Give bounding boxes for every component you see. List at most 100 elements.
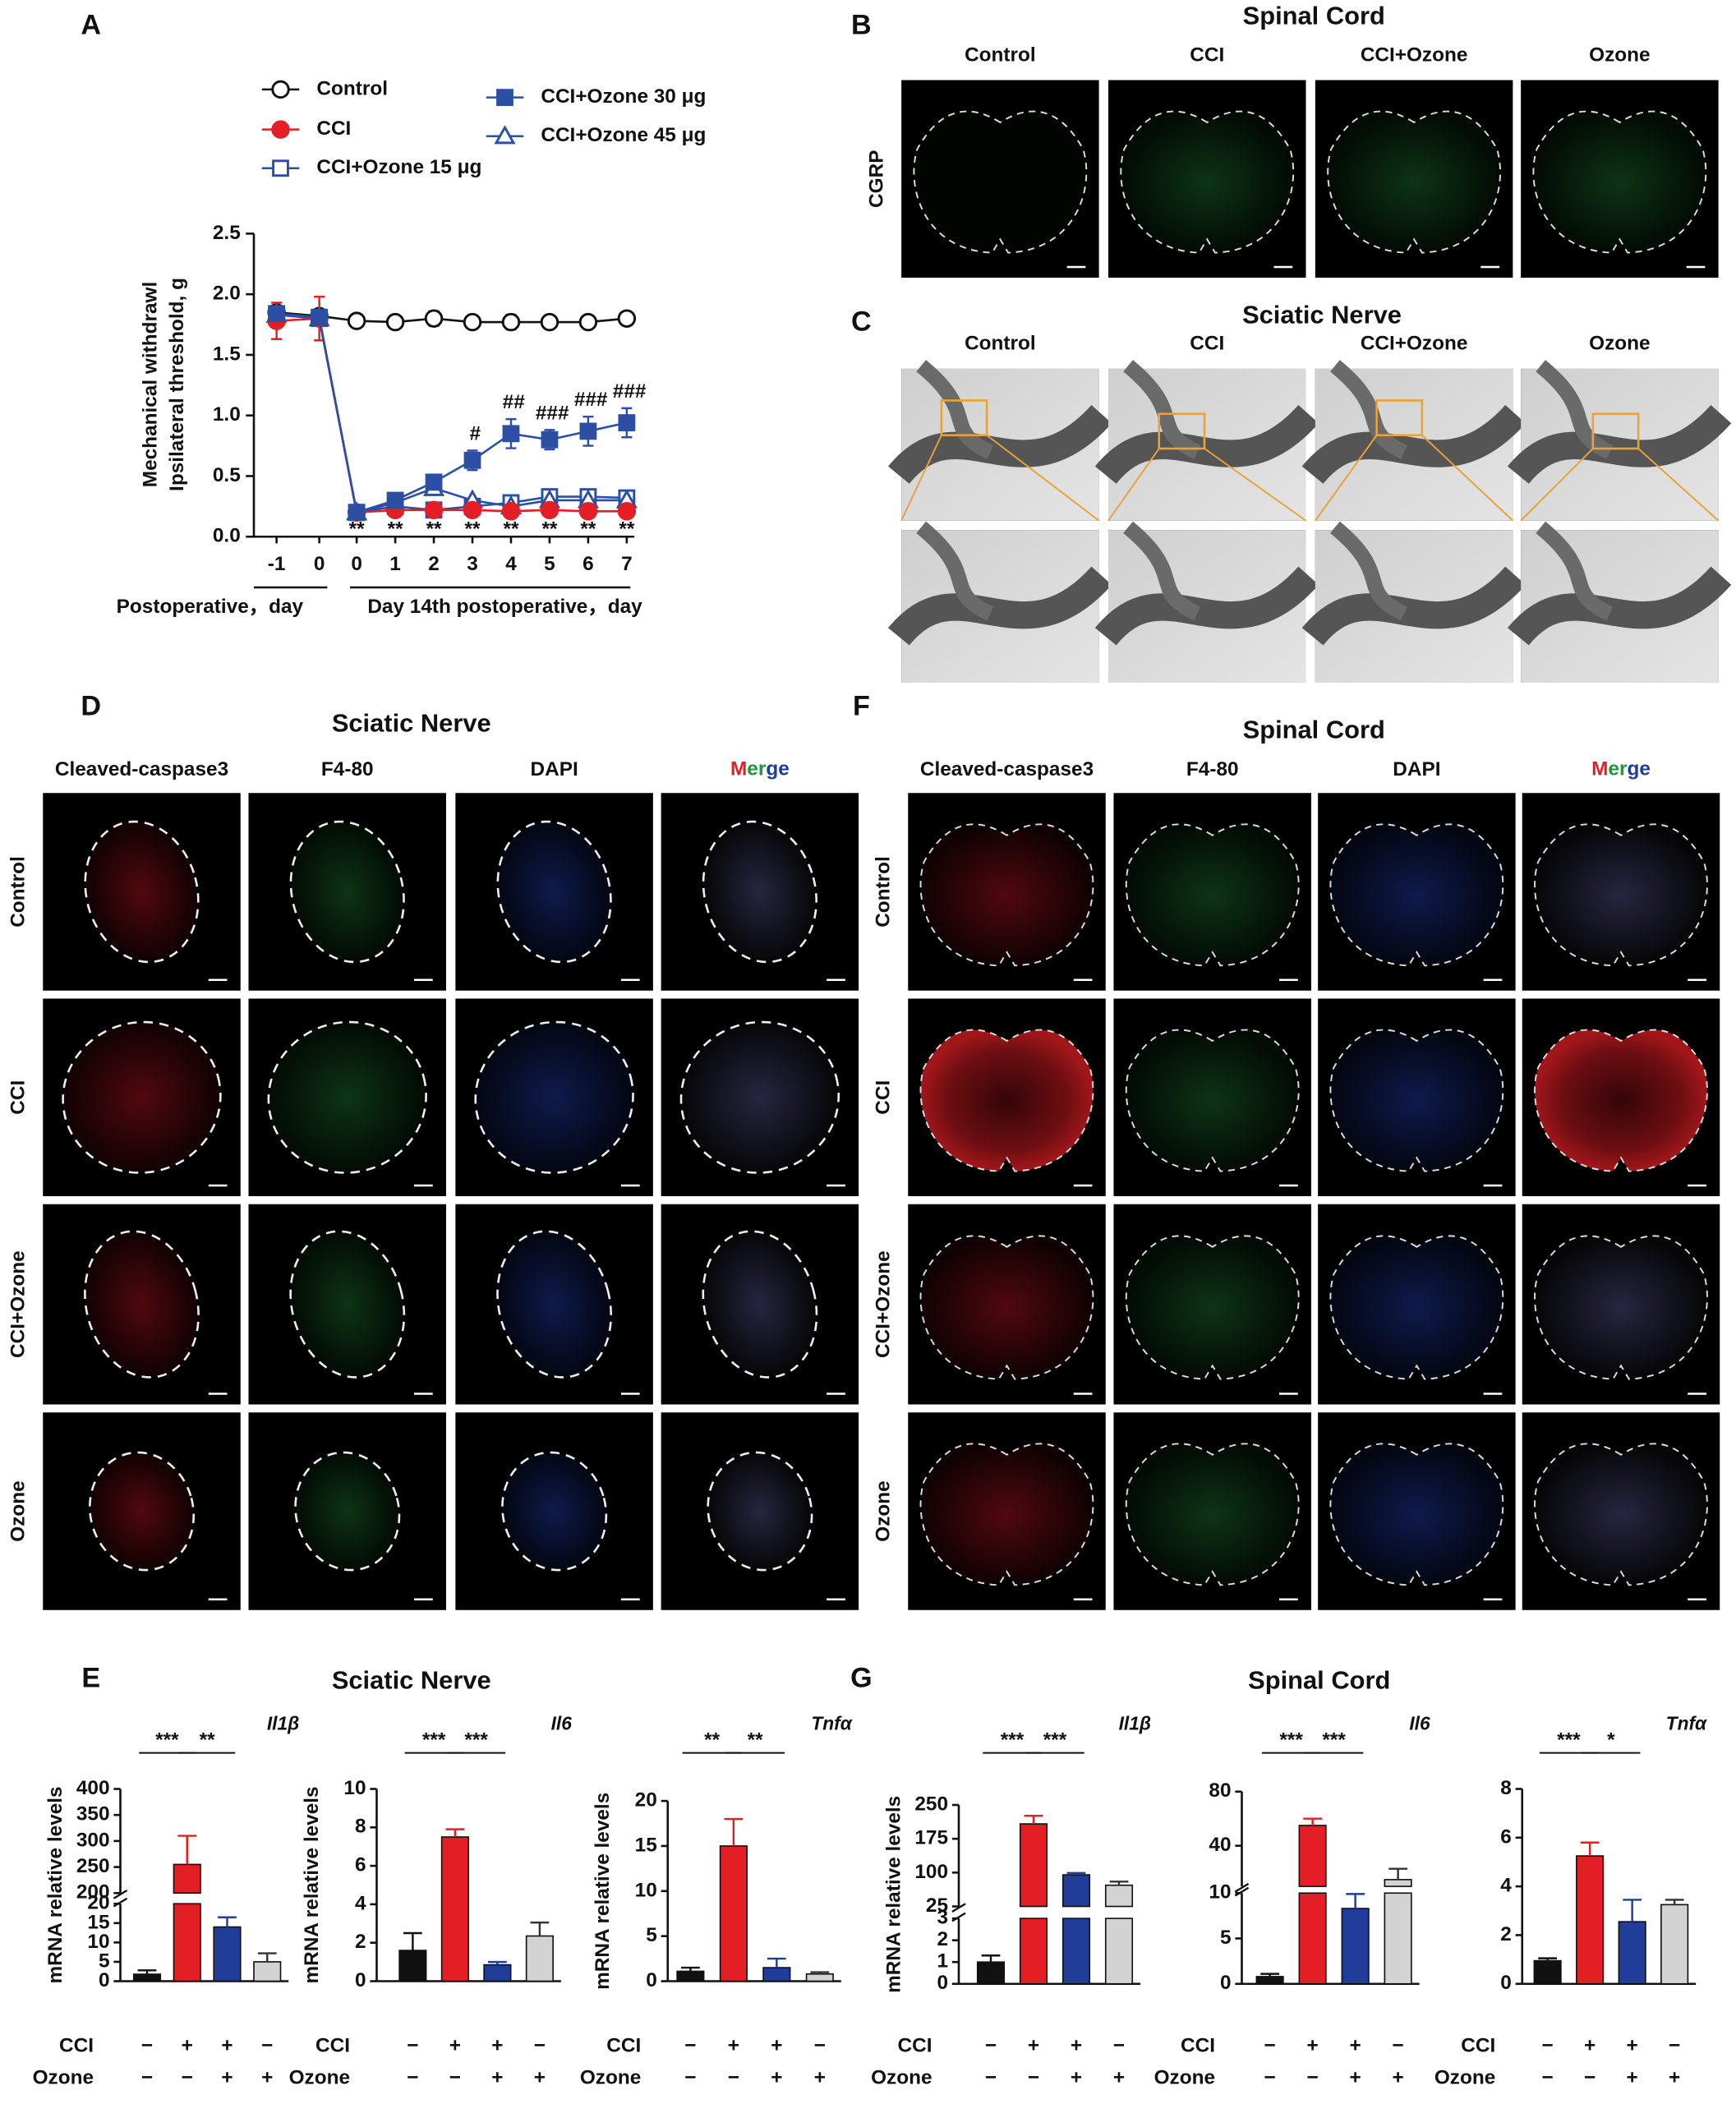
tissue <box>707 1452 813 1571</box>
condition-sign: + <box>728 2035 739 2057</box>
condition-sign: − <box>985 2035 997 2057</box>
error-bar <box>1623 1899 1642 1922</box>
y-tick-label: 250 <box>76 1855 110 1877</box>
bar <box>525 1935 554 1982</box>
condition-sign: − <box>1264 2035 1276 2057</box>
y-tick-label: 200 <box>76 1881 110 1904</box>
error-bar <box>137 1969 157 1975</box>
row-label: CCI <box>7 1080 29 1115</box>
marker <box>347 311 366 330</box>
column-label: CCI <box>1190 44 1224 67</box>
condition-label: Ozone <box>871 2067 932 2089</box>
condition-sign: + <box>1627 2067 1638 2089</box>
condition-sign: + <box>534 2067 546 2089</box>
myelin <box>1123 521 1201 621</box>
condition-sign: + <box>771 2035 782 2057</box>
bar <box>398 1950 427 1982</box>
tissue <box>1126 1236 1299 1379</box>
x-tick-label: 0 <box>314 553 325 575</box>
condition-sign: − <box>407 2067 418 2089</box>
y-tick-label: 2.5 <box>213 222 241 244</box>
significance-label: *** <box>1043 1729 1067 1751</box>
bar <box>173 1863 201 1895</box>
tissue <box>920 1029 1094 1172</box>
marker <box>424 309 444 328</box>
condition-sign: − <box>684 2067 696 2089</box>
y-tick-label: 6 <box>1500 1825 1512 1848</box>
outline <box>84 1230 200 1379</box>
bar <box>1104 1918 1134 1985</box>
column-label: Merge <box>1591 758 1651 780</box>
y-tick-label: 10 <box>343 1777 366 1799</box>
bar <box>1061 1874 1091 1908</box>
error-bar <box>1109 1881 1129 1885</box>
outline <box>1534 1443 1708 1586</box>
tissue <box>268 1022 426 1173</box>
column-label: CCI <box>1190 333 1224 355</box>
y-tick-label: 400 <box>76 1777 110 1799</box>
column-label: F4-80 <box>321 758 374 780</box>
y-axis-label: Mechanical withdrawl <box>139 282 161 487</box>
bar <box>1576 1855 1605 1985</box>
annotation: ### <box>536 402 569 424</box>
tissue <box>1535 824 1707 966</box>
condition-label: CCI <box>1181 2035 1215 2057</box>
annotation: ### <box>574 389 608 411</box>
legend-label: CCI+Ozone 30 μg <box>541 85 706 108</box>
outline <box>913 110 1088 254</box>
axis-break <box>113 1890 128 1908</box>
tissue <box>920 1443 1094 1586</box>
condition-sign: − <box>814 2035 826 2057</box>
condition-label: CCI <box>315 2035 350 2057</box>
condition-label: CCI <box>898 2035 932 2057</box>
row-label: CCI+Ozone <box>7 1250 29 1358</box>
chart-title: Tnfα <box>1666 1713 1707 1734</box>
y-tick-label: 15 <box>87 1911 109 1933</box>
annotation: ** <box>619 518 634 541</box>
outline <box>1125 1235 1300 1380</box>
bar <box>1533 1959 1562 1985</box>
outline <box>1120 110 1295 254</box>
condition-sign: + <box>1393 2067 1404 2089</box>
bar <box>762 1967 791 1982</box>
panel-letter: C <box>851 306 872 337</box>
panel-letter: F <box>853 690 870 721</box>
axis-break <box>951 1903 966 1922</box>
x-tick-label: 7 <box>621 553 633 575</box>
condition-sign: + <box>221 2035 233 2057</box>
error-bar <box>1580 1841 1600 1857</box>
significance-label: *** <box>1322 1729 1346 1751</box>
panel-title: Sciatic Nerve <box>332 1666 491 1695</box>
outline <box>289 1230 406 1379</box>
bar <box>173 1903 201 1982</box>
bar <box>440 1836 469 1982</box>
outline <box>919 1443 1094 1586</box>
condition-sign: + <box>491 2067 503 2089</box>
outline <box>919 823 1094 967</box>
tissue <box>914 111 1087 253</box>
y-tick-label: 175 <box>914 1827 948 1849</box>
marker <box>424 500 444 520</box>
condition-sign: + <box>491 2035 503 2057</box>
tissue <box>1126 1443 1299 1586</box>
bar <box>976 1961 1006 1985</box>
chart-title: Il1β <box>1119 1713 1151 1734</box>
outline <box>62 1020 222 1174</box>
condition-sign: − <box>1584 2067 1596 2089</box>
y-tick-label: 10 <box>1209 1881 1231 1904</box>
significance-label: *** <box>1001 1729 1025 1751</box>
outline <box>1329 1029 1504 1172</box>
row-label: Ozone <box>7 1480 29 1541</box>
x-tick-label: 5 <box>544 553 555 575</box>
panel-title: Spinal Cord <box>1243 1 1385 30</box>
tissue <box>85 822 199 962</box>
myelin <box>1094 566 1319 646</box>
merge-part: er <box>1608 758 1628 780</box>
significance-label: *** <box>1557 1729 1581 1751</box>
legend-marker <box>271 80 290 99</box>
outline <box>1329 1235 1504 1380</box>
legend-label: CCI <box>316 117 351 140</box>
row-label: Control <box>7 856 29 928</box>
row-label: CGRP <box>865 150 887 208</box>
outline <box>707 1451 813 1572</box>
